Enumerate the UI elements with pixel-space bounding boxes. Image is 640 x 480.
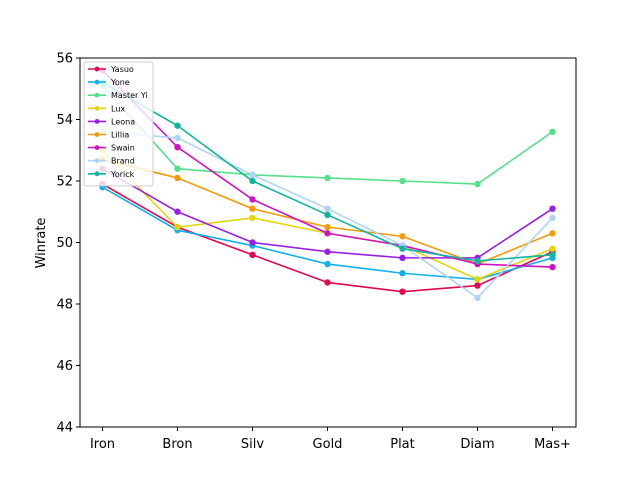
data-point [249,177,256,185]
x-tick-label: Diam [460,437,494,452]
legend-label: Brand [111,157,135,166]
data-point [249,214,256,222]
legend-marker [94,92,100,98]
legend-label: Lux [111,104,125,113]
y-tick-label: 46 [56,359,73,374]
x-tick-label: Plat [390,437,415,452]
y-tick-label: 44 [56,421,73,436]
legend-label: Leona [111,117,135,126]
data-point [174,122,181,129]
legend-item: Lillia [88,131,129,140]
y-tick-label: 48 [56,298,73,313]
data-point [324,248,331,255]
legend-box [83,61,154,187]
data-point [399,233,406,240]
legend-item: Brand [88,157,135,166]
legend-item: Leona [88,117,135,126]
data-point [549,251,556,258]
data-point [324,223,331,231]
data-point [249,239,256,246]
legend-label: Swain [111,144,135,153]
series-line [101,69,553,268]
legend-marker [94,66,100,72]
x-tick-label: Iron [90,437,115,452]
x-tick-label: Bron [162,437,192,452]
data-point [549,230,556,237]
legend-label: Master Yi [111,91,148,100]
data-point [324,230,331,237]
legend-marker [94,105,100,111]
data-point [249,251,256,258]
legend: Yasuo Yone Master Yi Lux Leona Lillia Swain Bra… [83,61,154,187]
legend-label: Yasuo [110,65,134,74]
series-swain [99,67,556,271]
data-point [549,263,556,271]
data-point [549,205,556,212]
data-point [474,257,481,265]
legend-marker [94,79,100,85]
legend-item: Yone [88,78,130,87]
legend-item: Yasuo [88,65,134,74]
series-master-yi [99,82,556,188]
data-point [324,211,331,219]
data-point [474,282,481,289]
data-point [549,128,556,135]
data-point [549,214,556,222]
data-point [324,260,331,268]
legend-marker [94,158,100,164]
y-tick-label: 52 [56,175,73,190]
data-point [174,165,181,172]
data-point [474,294,481,302]
axes-layer: 44 46 48 50 52 54 56 Iron Bron Silv Gold Plat Diam Ma… [56,52,577,452]
data-point [399,245,406,252]
data-point [399,270,406,277]
series-brand [99,128,556,302]
data-point [174,174,181,182]
data-point [399,177,406,185]
legend-marker [94,132,100,137]
x-tick-label: Silv [241,437,264,452]
data-point [324,174,331,182]
data-point [474,180,481,188]
data-point [174,208,181,215]
y-tick-label: 56 [56,52,73,67]
legend-label: Yorick [110,170,135,179]
data-point [324,205,331,212]
data-point [249,171,256,179]
legend-label: Lillia [111,131,129,140]
data-point [399,288,406,295]
data-point [249,196,256,203]
x-tick-label: Mas+ [534,437,571,452]
legend-item: Swain [88,144,135,153]
legend-item: Master Yi [88,91,148,100]
y-tick-label: 54 [56,113,73,128]
legend-item: Yorick [88,170,135,179]
y-tick-label: 50 [56,236,73,251]
series-yasuo [99,180,556,295]
data-point [549,245,556,252]
x-tick-label: Gold [313,437,343,452]
data-point [174,134,181,142]
series-yorick [99,79,556,265]
data-point [324,279,331,286]
data-point [474,276,481,283]
legend-marker [94,171,100,177]
legend-item: Lux [88,104,125,113]
legend-label: Yone [110,78,130,87]
legend-marker [94,145,100,151]
data-point [174,143,181,151]
data-point [399,254,406,262]
series-layer [99,67,556,302]
data-point [174,223,181,231]
data-point [249,205,256,212]
y-axis-label: Winrate [34,218,49,269]
legend-marker [94,119,100,124]
series-line [101,85,553,185]
